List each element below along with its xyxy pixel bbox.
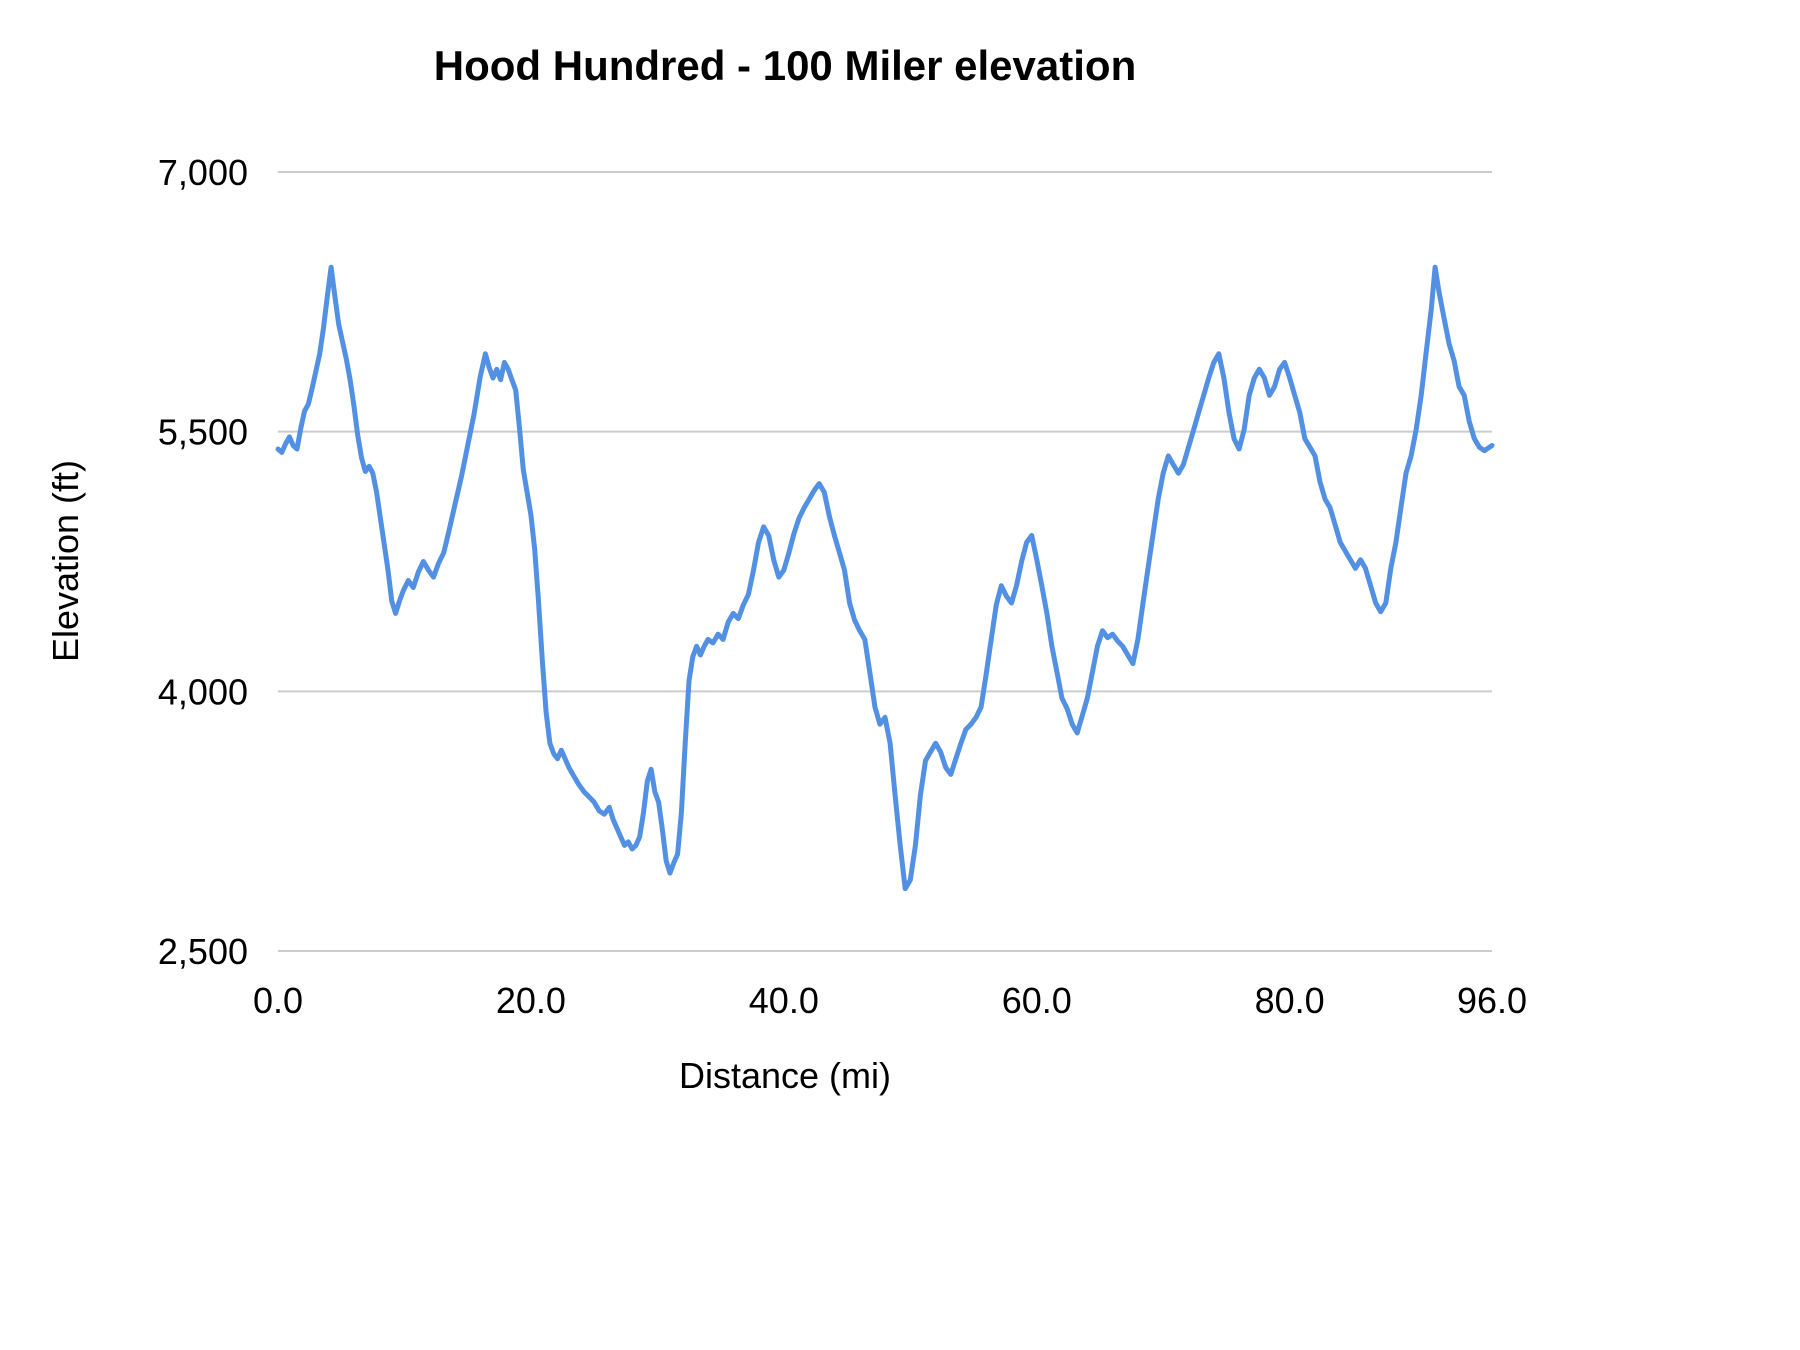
y-tick-label: 2,500 [158,931,248,972]
x-tick-label: 0.0 [253,980,303,1021]
y-tick-label: 4,000 [158,671,248,712]
x-tick-label: 40.0 [749,980,819,1021]
x-tick-label: 20.0 [496,980,566,1021]
chart-title: Hood Hundred - 100 Miler elevation [433,42,1137,89]
elevation-line [275,264,1495,892]
y-tick-label: 7,000 [158,152,248,193]
x-tick-label: 96.0 [1457,980,1527,1021]
x-axis-label: Distance (mi) [678,1055,892,1096]
x-tick-label: 80.0 [1255,980,1325,1021]
x-tick-label: 60.0 [1002,980,1072,1021]
y-tick-label: 5,500 [158,412,248,453]
